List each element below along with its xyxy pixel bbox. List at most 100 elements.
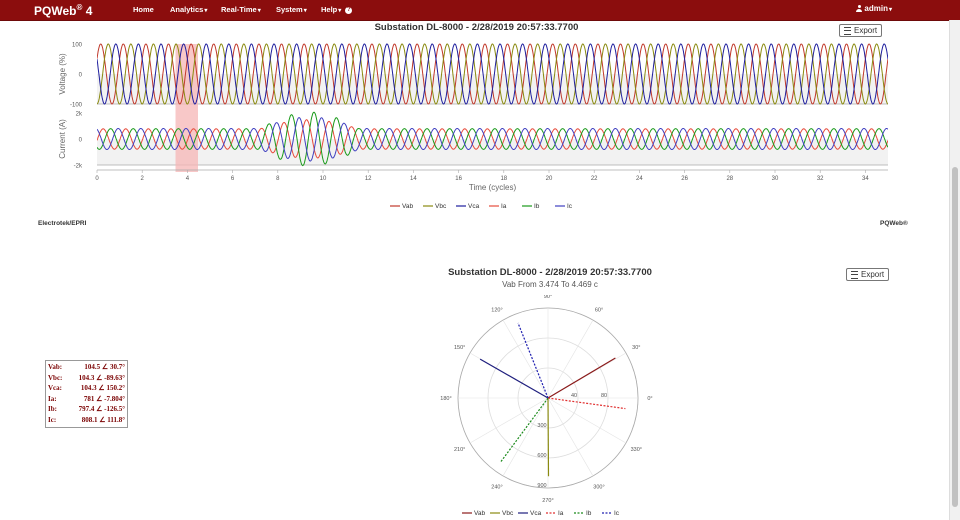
legend-label-vab: Vab <box>474 510 485 517</box>
user-menu[interactable]: admin▾ <box>856 4 892 13</box>
legend-label-vbc: Vbc <box>502 510 514 517</box>
y-tick-label: 2k <box>76 112 83 118</box>
top-navbar: PQWeb® 4 Home Analytics▾ Real-Time▾ Syst… <box>0 0 960 21</box>
y-tick-label: -2k <box>74 164 83 170</box>
legend-label-vca: Vca <box>468 203 480 210</box>
caret-down-icon: ▾ <box>257 8 261 14</box>
nav-help[interactable]: Help▾ ? <box>321 5 353 14</box>
phasor-ib <box>500 397 549 463</box>
nav-real-time[interactable]: Real-Time▾ <box>221 5 261 14</box>
current-radial-label: 300 <box>537 423 546 429</box>
phasor-row-vbc: Vbc: 104.3 ∠ -89.63° <box>48 373 125 382</box>
series-line-ia <box>97 119 888 159</box>
menu-icon <box>851 270 858 279</box>
caret-down-icon: ▾ <box>888 7 892 13</box>
phasor-row-ib: Ib: 797.4 ∠ -126.5° <box>48 405 125 414</box>
series-line-ib <box>97 111 888 167</box>
polar-spoke <box>547 319 594 399</box>
x-tick-label: 30 <box>772 176 779 182</box>
voltage-radial-label: 80 <box>601 393 607 399</box>
x-tick-label: 28 <box>726 176 733 182</box>
footer-left-text: Electrotek/EPRI <box>38 220 87 227</box>
nav-home[interactable]: Home <box>133 5 154 14</box>
x-tick-label: 34 <box>862 176 869 182</box>
x-tick-label: 4 <box>186 176 190 182</box>
polar-angle-label: 300° <box>593 484 604 490</box>
legend-label-ia: Ia <box>501 203 507 210</box>
brand-logo[interactable]: PQWeb® 4 <box>34 3 93 18</box>
polar-angle-label: 90° <box>544 295 552 300</box>
legend-label-ib: Ib <box>586 510 592 517</box>
phasor-row-vab: Vab: 104.5 ∠ 30.7° <box>48 363 125 371</box>
phasor-export-button[interactable]: Export <box>846 268 890 281</box>
polar-spoke <box>502 319 549 399</box>
legend-label-ic: Ic <box>614 510 620 517</box>
waveform-export-button[interactable]: Export <box>839 24 883 37</box>
x-tick-label: 2 <box>141 176 145 182</box>
legend-label-ib: Ib <box>534 203 540 210</box>
phasor-vca <box>479 358 549 399</box>
polar-angle-label: 180° <box>440 396 451 402</box>
phasor-title: Substation DL-8000 - 2/28/2019 20:57:33.… <box>448 267 652 278</box>
user-icon <box>856 5 863 12</box>
series-line-vca <box>97 43 888 105</box>
x-tick-label: 8 <box>276 176 280 182</box>
phasor-vbc <box>547 397 550 477</box>
phasor-ia <box>547 397 626 410</box>
y-axis-label: Current (A) <box>58 119 67 159</box>
polar-spoke <box>547 397 627 444</box>
phasor-vab <box>547 357 616 399</box>
current-radial-label: 900 <box>537 483 546 489</box>
x-tick-label: 14 <box>410 176 417 182</box>
x-tick-label: 24 <box>636 176 643 182</box>
y-axis-label: Voltage (%) <box>58 53 67 95</box>
x-tick-label: 18 <box>500 176 507 182</box>
x-tick-label: 16 <box>455 176 462 182</box>
polar-spoke <box>547 397 594 477</box>
caret-down-icon: ▾ <box>303 8 307 14</box>
legend-label-ic: Ic <box>567 203 573 210</box>
x-axis-label: Time (cycles) <box>469 183 517 192</box>
polar-angle-label: 120° <box>491 308 502 314</box>
polar-spoke <box>469 397 549 444</box>
x-tick-label: 22 <box>591 176 598 182</box>
polar-angle-label: 30° <box>632 345 640 351</box>
y-tick-label: 100 <box>72 43 83 49</box>
polar-angle-label: 0° <box>647 396 652 402</box>
polar-angle-label: 240° <box>491 484 502 490</box>
x-tick-label: 0 <box>95 176 99 182</box>
menu-icon <box>844 26 851 35</box>
polar-angle-label: 60° <box>595 308 603 314</box>
caret-down-icon: ▾ <box>204 8 208 14</box>
current-radial-label: 600 <box>537 453 546 459</box>
polar-spoke <box>502 397 549 477</box>
panel-band <box>97 139 888 165</box>
x-tick-label: 20 <box>546 176 553 182</box>
page-scrollbar[interactable] <box>949 20 960 520</box>
polar-angle-label: 150° <box>454 345 465 351</box>
phasor-ic <box>517 322 549 399</box>
phasor-values-table: Vab: 104.5 ∠ 30.7° Vbc: 104.3 ∠ -89.63° Vc… <box>45 360 128 428</box>
phasor-chart[interactable]: 0° 30° 60° 90° 120° 150° 180° 210° 240° 270° 300° 3… <box>0 295 960 520</box>
x-tick-label: 12 <box>365 176 372 182</box>
voltage-radial-label: 40 <box>571 393 577 399</box>
nav-analytics[interactable]: Analytics▾ <box>170 5 208 14</box>
polar-angle-label: 270° <box>542 498 553 504</box>
x-tick-label: 6 <box>231 176 235 182</box>
nav-system[interactable]: System▾ <box>276 5 307 14</box>
x-tick-label: 26 <box>681 176 688 182</box>
caret-down-icon: ▾ <box>338 8 342 14</box>
x-tick-label: 32 <box>817 176 824 182</box>
phasor-row-ia: Ia: 781 ∠ -7.804° <box>48 394 125 403</box>
legend-label-vca: Vca <box>530 510 542 517</box>
help-icon: ? <box>345 6 353 14</box>
legend-label-vab: Vab <box>402 203 413 210</box>
footer-right-text: PQWeb® <box>880 220 908 227</box>
scrollbar-thumb[interactable] <box>952 167 958 507</box>
series-line-ic <box>97 117 888 162</box>
x-tick-label: 10 <box>320 176 327 182</box>
phasor-row-ic: Ic: 808.1 ∠ 111.8° <box>48 415 125 424</box>
phasor-row-vca: Vca: 104.3 ∠ 150.2° <box>48 384 125 393</box>
polar-angle-label: 330° <box>631 447 642 453</box>
